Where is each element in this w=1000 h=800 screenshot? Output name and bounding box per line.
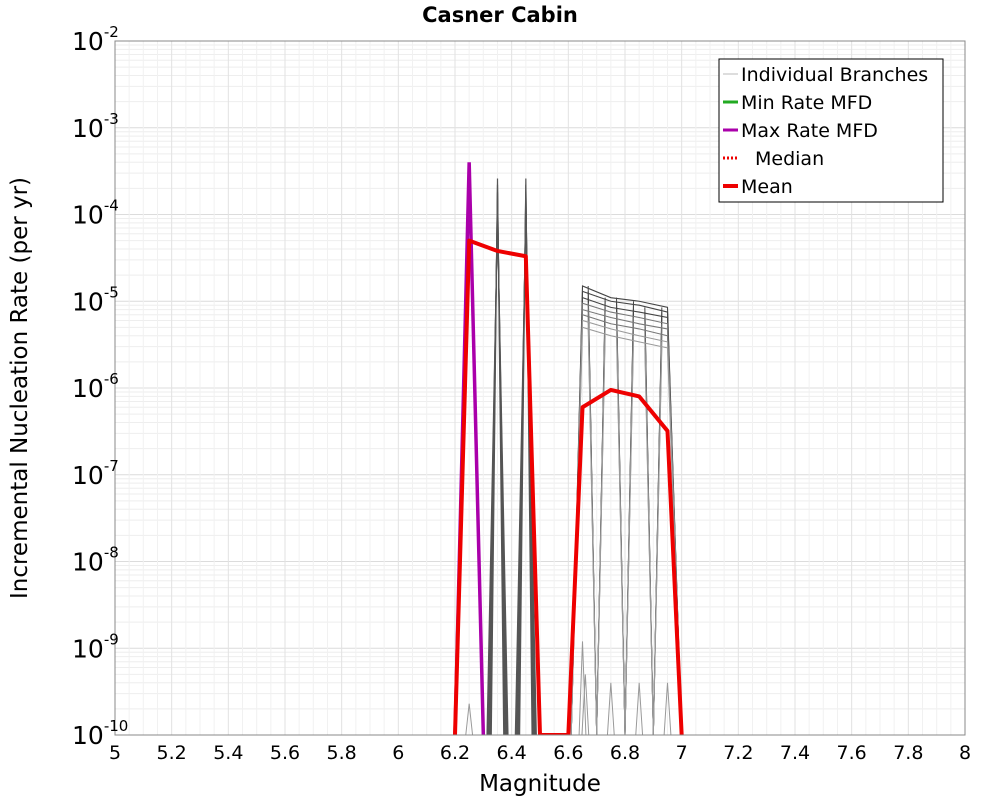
x-tick-label: 5 bbox=[109, 742, 121, 764]
x-axis-ticks: 5 5.2 5.4 5.6 5.8 6 6.2 6.4 6.6 6.8 7 7.2 7.4 7.6 7.8 8 bbox=[109, 742, 971, 764]
legend-label: Mean bbox=[741, 176, 793, 198]
branch-line bbox=[570, 326, 683, 735]
legend-label: Min Rate MFD bbox=[741, 92, 872, 114]
legend-label: Median bbox=[755, 148, 824, 170]
x-tick-label: 6.4 bbox=[497, 742, 527, 764]
x-tick-label: 6.8 bbox=[610, 742, 640, 764]
x-tick-label: 6.6 bbox=[553, 742, 583, 764]
plot-frame bbox=[114, 40, 966, 736]
x-tick-label: 7.4 bbox=[780, 742, 810, 764]
y-tick-label: 10-8 bbox=[72, 544, 119, 577]
x-tick-label: 7.2 bbox=[723, 742, 753, 764]
branch-minor-spike bbox=[581, 674, 590, 735]
branch-spike bbox=[514, 218, 537, 735]
y-tick-label: 10-4 bbox=[72, 197, 119, 230]
branch-minor-spike bbox=[465, 703, 474, 735]
y-tick-label: 10-3 bbox=[72, 110, 119, 143]
x-tick-label: 5.6 bbox=[270, 742, 300, 764]
x-tick-label: 5.2 bbox=[157, 742, 187, 764]
chart-title: Casner Cabin bbox=[422, 3, 578, 27]
y-tick-label: 10-7 bbox=[72, 457, 119, 490]
x-tick-label: 5.4 bbox=[213, 742, 243, 764]
mean-line bbox=[453, 238, 684, 735]
y-tick-label: 10-10 bbox=[72, 717, 128, 750]
x-tick-label: 6 bbox=[392, 742, 404, 764]
y-tick-label: 10-5 bbox=[72, 283, 119, 316]
branch-dip bbox=[587, 327, 606, 735]
x-tick-label: 7.6 bbox=[837, 742, 867, 764]
branch-minor-spike bbox=[606, 682, 615, 735]
branch-minor-spike bbox=[578, 641, 587, 735]
plot-area bbox=[453, 162, 684, 735]
branch-spike bbox=[486, 218, 509, 735]
x-axis-title: Magnitude bbox=[479, 771, 601, 797]
x-tick-label: 7.8 bbox=[893, 742, 923, 764]
y-axis-ticks: 10-10 10-9 10-8 10-7 10-6 10-5 10-4 10-3 10-2 bbox=[72, 23, 128, 750]
y-tick-label: 10-6 bbox=[72, 370, 119, 403]
legend-label: Max Rate MFD bbox=[741, 120, 878, 142]
branch-minor-spike bbox=[635, 682, 644, 735]
legend-label: Individual Branches bbox=[741, 64, 928, 86]
legend-box bbox=[718, 58, 944, 203]
x-tick-label: 6.2 bbox=[440, 742, 470, 764]
branch-dip bbox=[644, 347, 663, 735]
branch-dip bbox=[616, 335, 634, 735]
branch-minor-spike bbox=[663, 682, 672, 735]
y-axis-title: Incremental Nucleation Rate (per yr) bbox=[7, 177, 33, 599]
x-tick-label: 7 bbox=[676, 742, 688, 764]
y-tick-label: 10-9 bbox=[72, 630, 119, 663]
x-tick-label: 5.8 bbox=[327, 742, 357, 764]
x-tick-label: 8 bbox=[959, 742, 971, 764]
legend: Individual Branches Min Rate MFD Max Rate … bbox=[718, 58, 944, 203]
y-tick-label: 10-2 bbox=[72, 23, 119, 56]
